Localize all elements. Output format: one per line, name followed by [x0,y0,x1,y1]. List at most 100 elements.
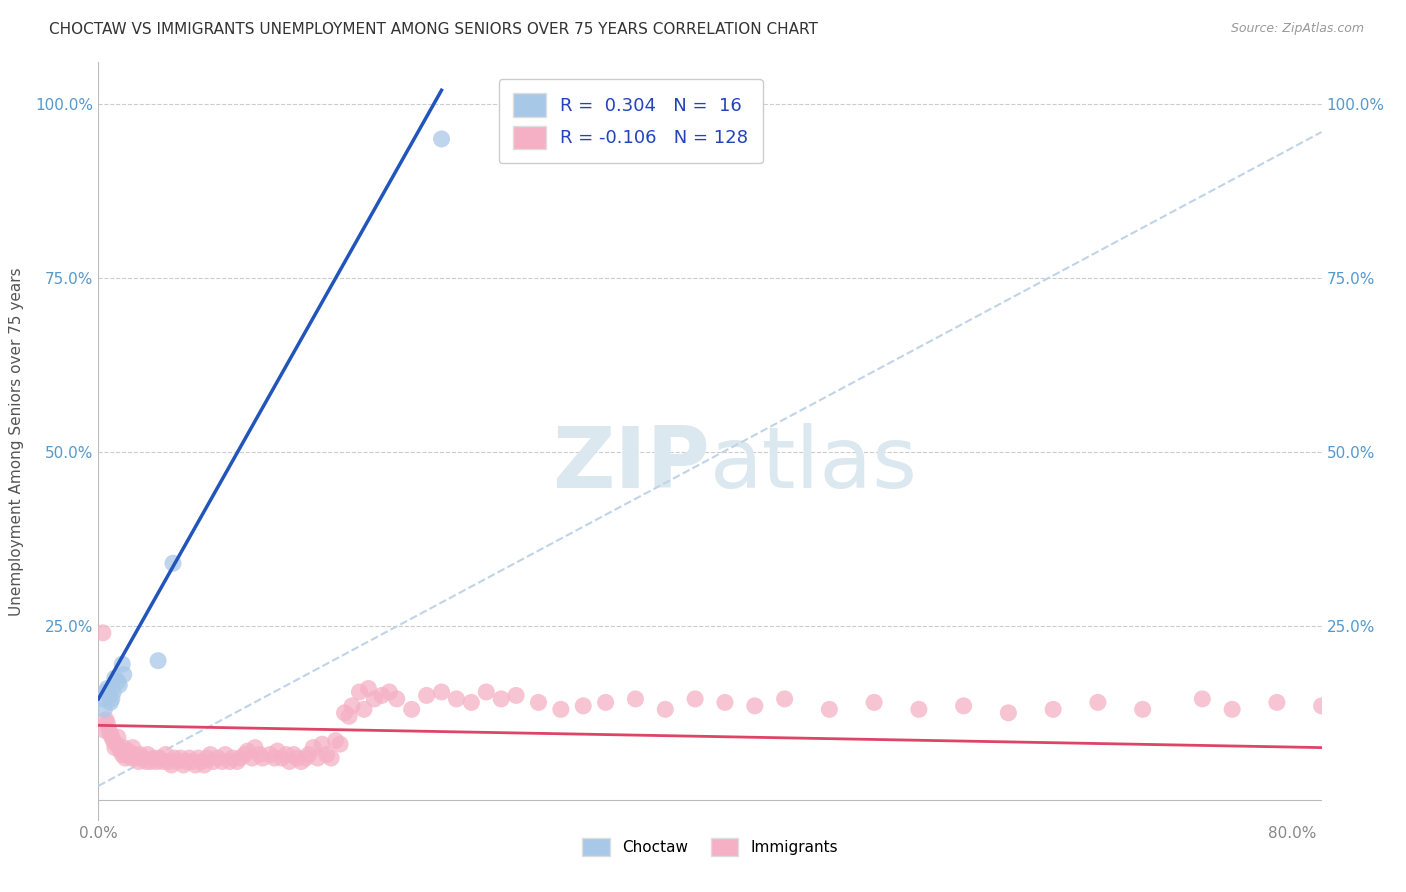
Point [120,751,142,765]
Point [415,689,437,703]
Point [128,755,150,769]
Point [157,755,180,769]
Point [908,702,931,716]
Point [98,695,121,709]
Point [112,740,135,755]
Point [93,702,115,716]
Point [166,755,188,769]
Point [91,692,114,706]
Point [214,747,236,762]
Point [103,685,125,699]
Point [1369,702,1392,716]
Point [863,695,886,709]
Point [818,702,841,716]
Point [96,681,118,696]
Y-axis label: Unemployment Among Seniors over 75 years: Unemployment Among Seniors over 75 years [10,268,24,615]
Point [110,744,132,758]
Point [139,755,162,769]
Point [211,755,233,769]
Point [266,744,288,758]
Point [94,685,117,699]
Point [243,740,266,755]
Point [1265,695,1288,709]
Point [357,681,380,696]
Point [132,751,155,765]
Point [714,695,737,709]
Point [572,698,595,713]
Point [259,747,281,762]
Point [103,733,125,747]
Point [122,747,145,762]
Point [325,733,347,747]
Point [1191,692,1213,706]
Point [117,744,139,758]
Point [163,751,186,765]
Point [683,692,706,706]
Point [115,747,138,762]
Point [363,692,385,706]
Point [340,698,363,713]
Point [200,747,222,762]
Point [93,723,115,738]
Text: CHOCTAW VS IMMIGRANTS UNEMPLOYMENT AMONG SENIORS OVER 75 YEARS CORRELATION CHART: CHOCTAW VS IMMIGRANTS UNEMPLOYMENT AMONG… [49,22,818,37]
Point [111,747,134,762]
Point [353,702,375,716]
Point [207,751,229,765]
Point [97,689,120,703]
Point [129,747,152,762]
Point [385,692,408,706]
Point [146,654,169,668]
Point [94,713,117,727]
Text: atlas: atlas [710,423,918,506]
Point [125,751,148,765]
Point [187,751,209,765]
Point [527,695,550,709]
Point [195,751,218,765]
Point [446,692,468,706]
Point [98,727,121,741]
Point [104,740,127,755]
Point [294,751,316,765]
Point [155,747,177,762]
Point [349,685,371,699]
Point [321,751,343,765]
Point [240,751,263,765]
Point [1132,702,1154,716]
Point [145,755,167,769]
Point [233,747,256,762]
Point [193,758,215,772]
Point [108,678,131,692]
Point [401,702,423,716]
Point [290,755,312,769]
Point [307,751,329,765]
Point [505,689,527,703]
Point [221,751,243,765]
Point [152,755,174,769]
Point [430,132,453,146]
Point [624,692,647,706]
Point [249,747,271,762]
Point [302,740,325,755]
Point [460,695,482,709]
Point [263,751,285,765]
Point [333,706,356,720]
Point [550,702,572,716]
Point [101,730,124,744]
Point [773,692,796,706]
Point [226,755,249,769]
Point [136,747,159,762]
Point [160,758,183,772]
Text: Source: ZipAtlas.com: Source: ZipAtlas.com [1230,22,1364,36]
Point [202,755,225,769]
Point [311,737,333,751]
Point [276,747,298,762]
Point [135,755,157,769]
Point [1220,702,1243,716]
Point [176,755,198,769]
Point [111,657,134,672]
Point [997,706,1019,720]
Point [270,751,294,765]
Point [1042,702,1064,716]
Point [1087,695,1109,709]
Point [371,689,394,703]
